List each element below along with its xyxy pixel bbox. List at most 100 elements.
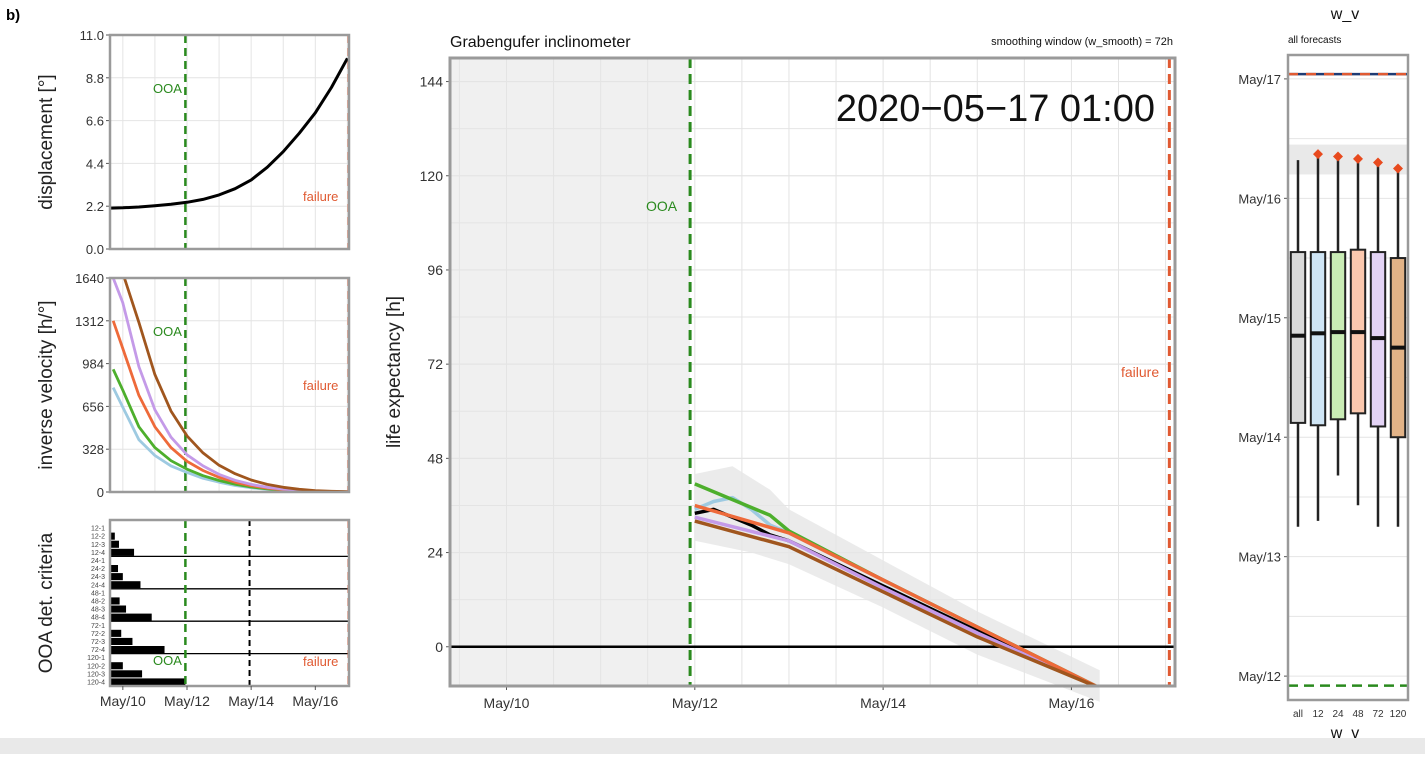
box-y-tick-label: May/15: [1238, 311, 1281, 326]
criteria-row-label: 72-3: [91, 639, 105, 646]
criteria-bar: [110, 646, 165, 654]
invvel-series-line: [123, 278, 348, 492]
life-series-line: [694, 515, 1100, 686]
displacement-series-line: [109, 57, 349, 210]
criteria-row-label: 120-4: [87, 679, 105, 686]
invvel-tick-label: 1640: [75, 271, 104, 286]
life-y-tick-label: 48: [427, 450, 443, 466]
life-series-line: [694, 519, 1100, 686]
criteria-bar: [110, 662, 123, 670]
criteria-row-label: 12-4: [91, 550, 105, 557]
criteria-x-tick-label: May/12: [164, 693, 210, 709]
box-category-label: 24: [1332, 709, 1344, 720]
box-subtitle: all forecasts: [1288, 35, 1341, 46]
ooa-annotation: OOA: [646, 198, 678, 214]
ooa-plot-bg: [110, 520, 349, 686]
life-y-tick-label: 96: [427, 262, 443, 278]
criteria-bar: [110, 605, 127, 613]
ooa-annotation: OOA: [153, 324, 182, 339]
displacement-frame: [108, 33, 351, 251]
criteria-row-label: 24-4: [91, 582, 105, 589]
criteria-row-label: 120-1: [87, 655, 105, 662]
criteria-bar: [110, 637, 133, 645]
timestamp-label: 2020−05−17 01:00: [836, 88, 1155, 130]
life-y-tick-label: 0: [435, 639, 443, 655]
criteria-row-label: 120-2: [87, 663, 105, 670]
box-category-label: 72: [1372, 709, 1384, 720]
life-x-tick-label: May/14: [860, 695, 906, 711]
forecast-band: [1288, 144, 1408, 175]
ooa-frame: [108, 518, 351, 688]
invvel-plot-bg: [110, 278, 349, 492]
criteria-row-label: 120-3: [87, 671, 105, 678]
criteria-row-label: 72-4: [91, 647, 105, 654]
criteria-bar: [110, 597, 120, 605]
criteria-axis-title: OOA det. criteria: [36, 532, 57, 673]
invvel-tick-label: 0: [97, 485, 104, 500]
box-category-label: 120: [1390, 709, 1407, 720]
box-outlier-marker: [1333, 151, 1343, 162]
box-outlier-marker: [1373, 157, 1383, 168]
invvel-tick-label: 328: [82, 442, 104, 457]
displacement-axis-title: displacement [°]: [36, 74, 57, 209]
displacement-tick-label: 0.0: [86, 242, 104, 257]
box-outlier-marker: [1353, 153, 1363, 164]
criteria-row-label: 72-1: [91, 623, 105, 630]
displacement-tick-label: 8.8: [86, 71, 104, 86]
life-x-tick-label: May/12: [672, 695, 718, 711]
criteria-row-label: 12-1: [91, 526, 105, 533]
life-y-tick-label: 24: [427, 545, 443, 561]
box-outlier-marker: [1393, 163, 1403, 174]
box-y-tick-label: May/13: [1238, 550, 1281, 565]
criteria-bar: [110, 613, 152, 621]
invvel-tick-label: 1312: [75, 314, 104, 329]
life-y-tick-label: 72: [427, 356, 443, 372]
ooa-annotation: OOA: [153, 81, 182, 96]
failure-annotation: failure: [303, 378, 338, 393]
displacement-tick-label: 2.2: [86, 199, 104, 214]
criteria-bar: [110, 678, 186, 686]
box-category-label: all: [1293, 709, 1303, 720]
invvel-tick-label: 656: [82, 399, 104, 414]
failure-annotation: failure: [303, 654, 338, 669]
life-y-tick-label: 144: [420, 74, 444, 90]
life-subtitle: smoothing window (w_smooth) = 72h: [991, 36, 1173, 48]
box-outlier-marker: [1313, 149, 1323, 160]
box-y-tick-label: May/14: [1238, 430, 1281, 445]
invvel-axis-title: inverse velocity [h/°]: [36, 300, 57, 469]
criteria-bar: [110, 629, 122, 637]
invvel-tick-label: 984: [82, 357, 104, 372]
life-frame: [448, 56, 1177, 688]
ooa-annotation: OOA: [153, 653, 182, 668]
bottom-strip: [0, 738, 1425, 754]
box-top-title: w_v: [1330, 6, 1359, 23]
life-y-tick-label: 120: [420, 168, 444, 184]
criteria-bar: [110, 670, 143, 678]
criteria-x-tick-label: May/16: [292, 693, 338, 709]
life-x-tick-label: May/16: [1048, 695, 1094, 711]
life-x-tick-label: May/10: [484, 695, 530, 711]
invvel-frame: [108, 276, 351, 494]
criteria-row-label: 48-4: [91, 615, 105, 622]
box-category-label: 12: [1312, 709, 1324, 720]
displacement-tick-label: 6.6: [86, 114, 104, 129]
life-series-group: [694, 482, 1100, 686]
criteria-row-label: 12-2: [91, 534, 105, 541]
life-title: Grabengufer inclinometer: [450, 34, 631, 51]
criteria-bar: [110, 532, 115, 540]
criteria-row-label: 12-3: [91, 542, 105, 549]
box-y-tick-label: May/16: [1238, 191, 1281, 206]
criteria-row-label: 48-1: [91, 590, 105, 597]
criteria-row-label: 48-2: [91, 598, 105, 605]
criteria-bar: [110, 573, 123, 581]
pre-ooa-shaded-region: [450, 58, 691, 686]
life-series-line: [694, 503, 1100, 686]
box-body: [1329, 251, 1347, 421]
life-axis-title: life expectancy [h]: [384, 296, 405, 448]
box-body: [1309, 251, 1327, 427]
criteria-x-tick-label: May/14: [228, 693, 274, 709]
criteria-bar: [110, 565, 119, 573]
criteria-row-label: 24-3: [91, 574, 105, 581]
